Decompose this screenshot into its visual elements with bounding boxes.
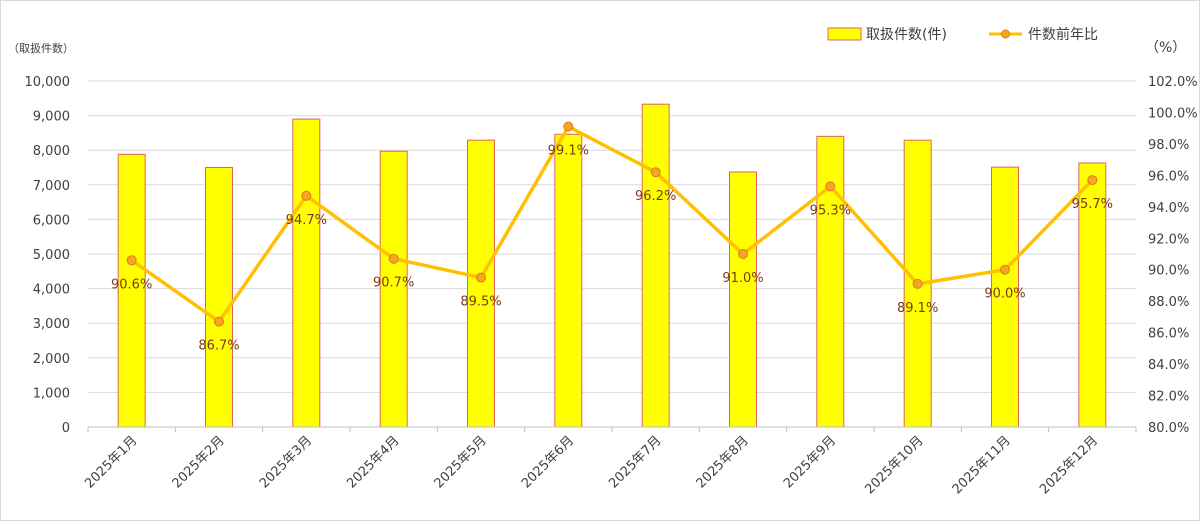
left-axis-tick-label: 8,000 [33,144,70,159]
data-label: 90.0% [984,287,1025,302]
bar [117,153,146,428]
bar-series [117,103,1107,428]
right-axis-tick-label: 98.0% [1148,138,1189,153]
data-label: 89.1% [897,301,938,316]
x-axis-tick-label: 2025年7月 [606,433,664,491]
line-point [126,255,137,266]
line-point [388,253,399,264]
line-point [1087,175,1098,186]
left-axis-tick-label: 2,000 [33,352,70,367]
data-label: 91.0% [722,271,763,286]
left-axis-tick-label: 0 [62,421,70,436]
right-axis-tick-label: 100.0% [1148,106,1198,121]
right-axis-tick-label: 90.0% [1148,264,1189,279]
x-axis-tick-label: 2025年3月 [257,433,315,491]
x-axis-tick-label: 2025年9月 [781,433,839,491]
legend-bar-swatch [827,27,862,41]
bar [554,133,583,428]
line-point [650,167,661,178]
right-axis-tick-label: 82.0% [1148,390,1189,405]
left-axis-tick-label: 7,000 [33,179,70,194]
x-axis-tick-label: 2025年4月 [344,433,402,491]
bar [467,139,495,428]
data-label: 94.7% [286,213,327,228]
x-axis-tick-label: 2025年10月 [862,433,926,497]
x-axis-tick-label: 2025年8月 [694,433,752,491]
line-point [563,121,574,132]
data-labels: 90.6% 86.7% 94.7% 90.7% 89.5% 99.1% 96.2% 91.0%… [111,144,1113,354]
right-axis-tick-label: 96.0% [1148,169,1189,184]
right-axis-tick-label: 102.0% [1148,75,1198,90]
bar [1078,162,1107,428]
bar [991,166,1019,428]
right-axis-tick-label: 84.0% [1148,358,1189,373]
line-series [126,121,1098,327]
data-label: 90.6% [111,277,152,292]
line-point [301,190,312,201]
data-label: 95.7% [1072,197,1113,212]
bar [205,167,233,428]
x-axis-tick-label: 2025年6月 [519,433,577,491]
line-point [1000,264,1010,275]
data-label: 96.2% [635,189,676,204]
x-axis-tick-label: 2025年2月 [170,433,228,491]
legend: 取扱件数(件) 件数前年比 [827,26,1098,43]
data-label: 95.3% [810,203,851,218]
x-axis: 2025年1月 2025年2月 2025年3月 2025年4月 2025年5月 2025年… [82,426,1137,497]
right-axis-tick-label: 94.0% [1148,201,1189,216]
data-label: 90.7% [373,276,414,291]
line-point [738,249,748,259]
bar [292,118,321,428]
right-axis-tick-label: 88.0% [1148,295,1189,310]
bar [729,171,757,428]
x-axis-tick-label: 2025年11月 [950,433,1014,497]
line-point [476,272,486,283]
left-axis: 0 1,000 2,000 3,000 4,000 5,000 6,000 7,000 8,00… [25,75,71,436]
line-path [130,124,1094,324]
x-axis-tick-label: 2025年12月 [1037,433,1101,497]
bar [641,103,670,428]
right-axis-tick-label: 86.0% [1148,327,1189,342]
right-axis-tick-label: 92.0% [1148,232,1189,247]
data-label: 86.7% [198,339,239,354]
data-label: 99.1% [548,144,589,159]
bar [816,135,845,428]
line-point [912,278,923,289]
gridlines [88,80,1136,428]
legend-line-label: 件数前年比 [1028,26,1098,43]
x-axis-tick-label: 2025年5月 [432,433,490,491]
line-point [825,181,836,192]
right-axis-tick-label: 80.0% [1148,421,1189,436]
data-label: 89.5% [460,295,501,310]
left-axis-tick-label: 9,000 [33,110,70,125]
x-axis-tick-label: 2025年1月 [82,433,140,491]
left-axis-unit-label: （取扱件数） [8,41,74,55]
legend-bar-label: 取扱件数(件) [866,27,947,43]
bar [379,150,408,428]
left-axis-tick-label: 10,000 [25,75,71,90]
left-axis-tick-label: 5,000 [33,248,70,263]
left-axis-tick-label: 3,000 [33,317,70,332]
line-point [214,316,224,327]
left-axis-tick-label: 1,000 [33,386,70,401]
left-axis-tick-label: 4,000 [33,283,70,298]
legend-line-marker [1001,29,1010,39]
right-axis-unit-label: （%） [1145,40,1186,56]
left-axis-tick-label: 6,000 [33,213,70,228]
right-axis: 80.0% 82.0% 84.0% 86.0% 88.0% 90.0% 92.0% 94.0%… [1148,75,1198,436]
